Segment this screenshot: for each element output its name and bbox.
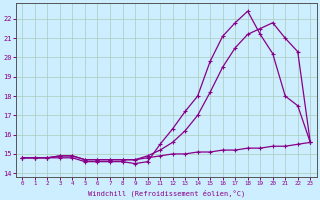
X-axis label: Windchill (Refroidissement éolien,°C): Windchill (Refroidissement éolien,°C) [88, 189, 245, 197]
